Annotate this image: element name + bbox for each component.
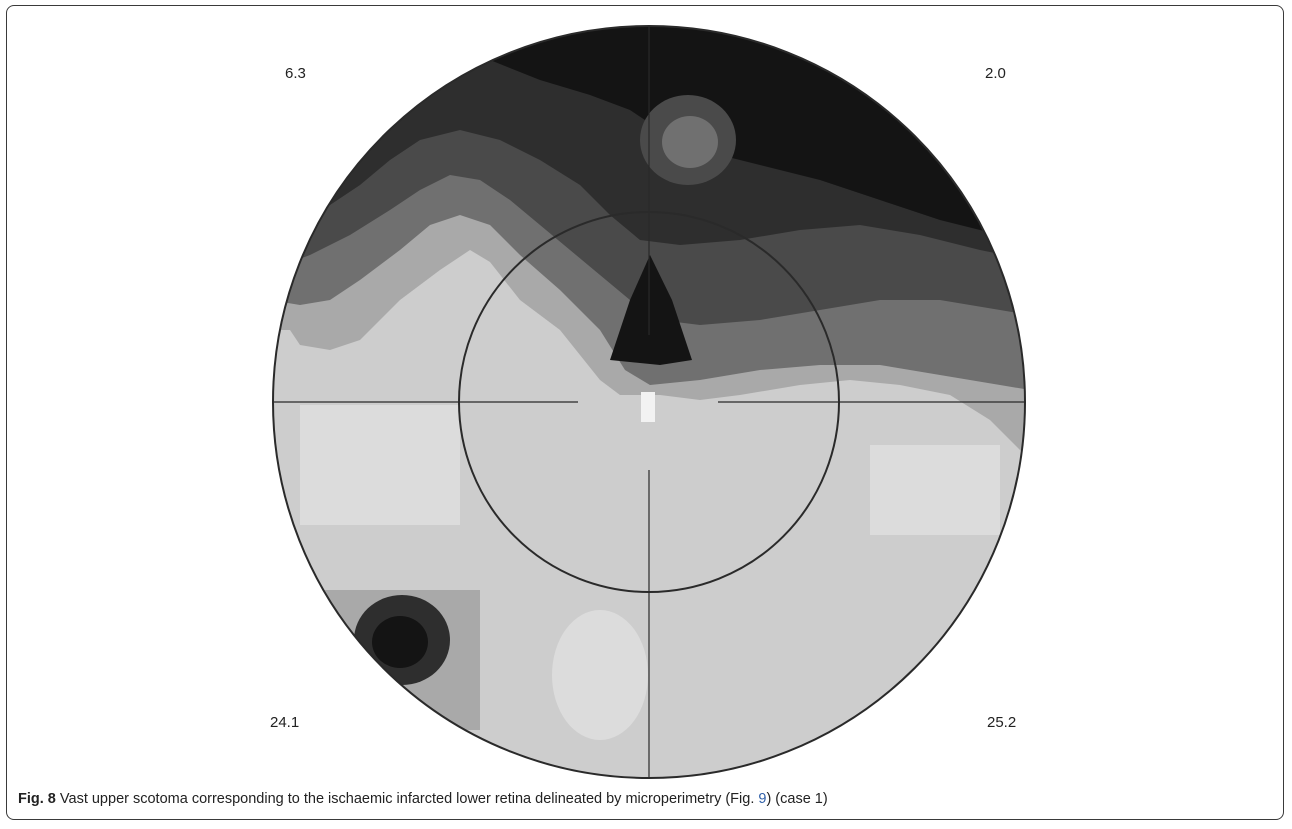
lower-left-scotoma-core — [372, 616, 428, 668]
caption-text-after: ) (case 1) — [766, 791, 828, 807]
upper-grey-spot-core — [662, 116, 718, 168]
central-dark-wedge — [610, 255, 692, 365]
figure-cross-reference-link[interactable]: 9 — [758, 791, 767, 807]
lower-left-value: 24.1 — [270, 714, 300, 731]
upper-right-value: 2.0 — [985, 65, 1006, 82]
upper-left-value: 6.3 — [285, 65, 306, 82]
lower-light-patch-left — [300, 405, 460, 525]
figure-caption: Fig. 8 Vast upper scotoma corresponding … — [18, 791, 1268, 807]
foveal-bright-spot — [641, 392, 655, 422]
outer-ring — [272, 25, 1026, 779]
lower-light-patch-center — [552, 610, 648, 740]
figure-label: Fig. 8 — [18, 791, 56, 807]
lower-light-patch-right — [870, 445, 1000, 535]
lower-right-value: 25.2 — [987, 714, 1017, 731]
central-ring — [458, 211, 840, 593]
caption-text-before: Vast upper scotoma corresponding to the … — [55, 791, 759, 807]
